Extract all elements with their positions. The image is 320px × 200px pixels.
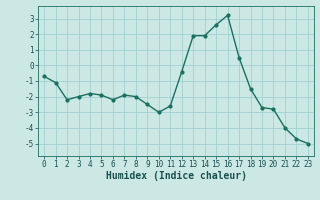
X-axis label: Humidex (Indice chaleur): Humidex (Indice chaleur) [106, 171, 246, 181]
